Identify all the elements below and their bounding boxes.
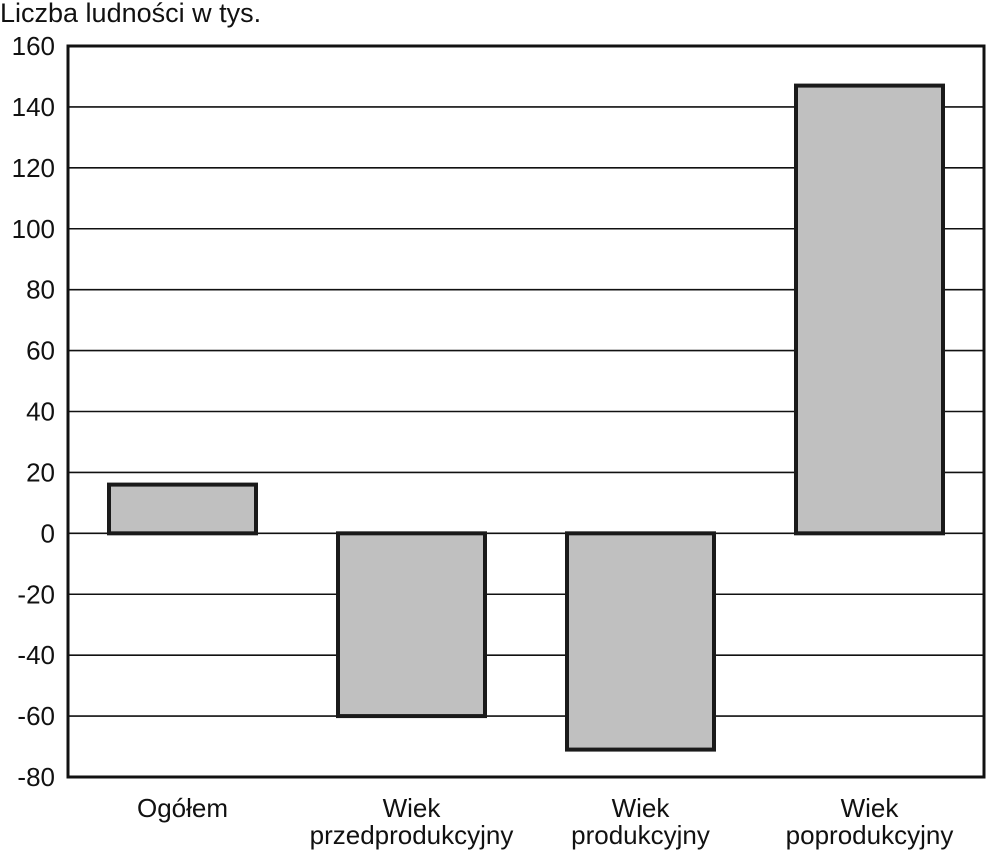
category-label: produkcyjny — [571, 820, 710, 850]
bar — [336, 531, 487, 719]
bar — [794, 83, 945, 536]
y-tick-label: -80 — [17, 762, 55, 792]
category-label: Ogółem — [137, 793, 228, 823]
category-label: Wiek — [612, 793, 671, 823]
y-tick-label: 100 — [12, 214, 55, 244]
y-axis-label: Liczba ludności w tys. — [0, 0, 261, 28]
category-label: przedprodukcyjny — [310, 820, 514, 850]
bar — [107, 482, 258, 536]
y-tick-label: -40 — [17, 640, 55, 670]
category-label: poprodukcyjny — [786, 820, 954, 850]
y-tick-label: 80 — [26, 275, 55, 305]
y-tick-label: -60 — [17, 701, 55, 731]
plot-frame — [66, 44, 986, 779]
x-category-labels: Ogółem WiekprzedprodukcyjnyWiekprodukcyjn… — [137, 793, 953, 850]
category-label: Wiek — [383, 793, 442, 823]
bar — [565, 531, 716, 752]
y-tick-label: -20 — [17, 579, 55, 609]
category-label: Wiek — [841, 793, 900, 823]
y-tick-label: 120 — [12, 153, 55, 183]
y-tick-labels: 160 140 120 100 80 60 40 20 0 -20 -40 -60 -80 — [12, 31, 55, 792]
y-tick-label: 40 — [26, 397, 55, 427]
gridlines — [68, 106, 984, 717]
y-tick-label: 160 — [12, 31, 55, 61]
y-tick-label: 140 — [12, 92, 55, 122]
y-tick-label: 20 — [26, 457, 55, 487]
y-tick-label: 60 — [26, 336, 55, 366]
y-tick-label: 0 — [41, 518, 55, 548]
bars — [107, 83, 945, 752]
